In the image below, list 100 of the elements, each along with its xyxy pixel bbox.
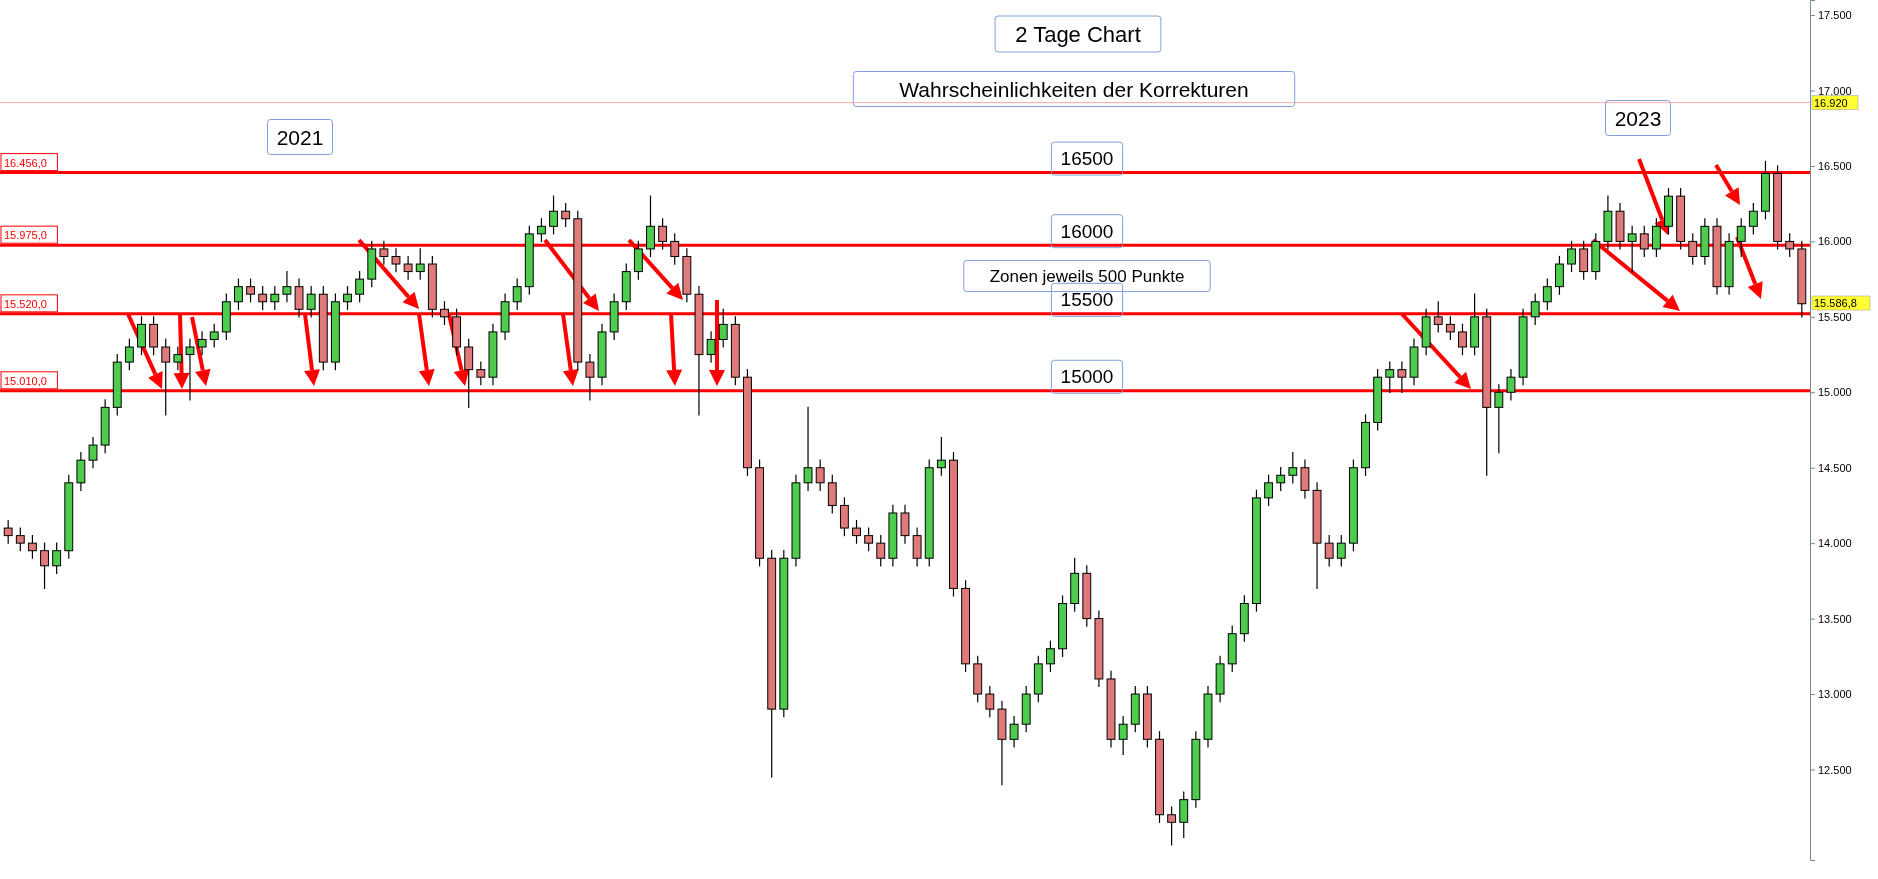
candlestick [900, 504, 910, 544]
candlestick [1397, 361, 1407, 393]
candlestick [1167, 806, 1177, 846]
candlestick [646, 195, 655, 258]
candlestick [1785, 233, 1795, 258]
candlestick [1736, 218, 1746, 258]
candlestick [294, 278, 304, 318]
candlestick [391, 248, 401, 273]
candlestick [852, 519, 861, 544]
text: Wahrscheinlichkeiten der Korrekturen [899, 77, 1249, 101]
candlestick [561, 203, 571, 227]
annotation: 2023 [1614, 106, 1662, 130]
candlestick [864, 527, 874, 552]
y-tick-label: 13.000 [1818, 688, 1852, 701]
candlestick [124, 338, 134, 371]
candlestick [1300, 459, 1310, 499]
candlestick [173, 346, 183, 371]
y-tick-label: 14.000 [1818, 537, 1852, 550]
candlestick [670, 233, 680, 265]
candlestick [403, 255, 413, 280]
y-tick-label: 15.500 [1818, 310, 1852, 323]
candlestick [1276, 467, 1286, 491]
annotation: Zonen jeweils 500 Punkte [989, 266, 1185, 286]
candlestick [512, 278, 522, 310]
candlestick [1506, 369, 1516, 401]
candlestick [803, 406, 813, 491]
candlestick [1639, 225, 1649, 258]
candlestick [1264, 474, 1274, 507]
candlestick [343, 286, 352, 310]
ref-line-label: 15.975,0 [4, 229, 47, 242]
candlestick [1651, 218, 1661, 258]
text: 15.586,8 [1814, 297, 1857, 309]
candlestick [464, 338, 474, 408]
candlestick [379, 240, 389, 265]
y-tick-label: 12.500 [1818, 763, 1852, 776]
candlestick [197, 331, 207, 356]
annotation: 16500 [1060, 148, 1114, 170]
candlestick [1179, 791, 1189, 838]
text: 2 Tage Chart [1015, 21, 1141, 47]
candlestick [355, 270, 365, 303]
candlestick [3, 519, 13, 544]
candlestick [185, 338, 195, 401]
candlestick [633, 240, 643, 280]
candlestick [258, 286, 268, 310]
candlestick [718, 308, 728, 348]
candlestick [912, 527, 922, 567]
candlestick [209, 323, 219, 348]
candlestick [270, 286, 280, 310]
candlestick [1579, 240, 1589, 280]
candlestick [15, 527, 25, 552]
candlestick [1627, 225, 1637, 273]
candlestick [1445, 316, 1455, 341]
candlestick [706, 331, 716, 363]
candlestick [40, 542, 49, 590]
candlestick [137, 316, 146, 356]
candlestick [549, 195, 558, 235]
candlestick [536, 218, 546, 242]
y-tick-label: 15.000 [1818, 386, 1852, 399]
candlestick [1494, 384, 1504, 454]
candlestick [585, 353, 595, 401]
annotation: 15500 [1060, 289, 1114, 311]
candlestick [1336, 535, 1346, 567]
ref-line-label: 15.010,0 [4, 374, 47, 387]
candlestick [1433, 301, 1443, 333]
ref-line-label: 16.456,0 [4, 156, 47, 169]
candlestick [1542, 278, 1552, 310]
candlestick [1555, 255, 1564, 295]
candlestick [1288, 452, 1298, 484]
candlestick [76, 452, 86, 491]
candlestick [161, 338, 171, 416]
candlestick [1324, 535, 1334, 567]
candlestick [440, 301, 449, 325]
candlestick [476, 361, 486, 386]
y-tick-label: 16.500 [1818, 159, 1852, 172]
candlestick [1118, 716, 1128, 755]
y-tick-label: 17.000 [1818, 84, 1852, 97]
candlestick [88, 436, 98, 469]
ref-line-label: 15.520,0 [4, 297, 47, 310]
candlestick [415, 248, 425, 280]
candlestick [839, 497, 849, 537]
candlestick [827, 474, 837, 514]
annotation: 2021 [276, 125, 324, 149]
candlestick [1385, 361, 1395, 393]
candlestick [27, 535, 37, 559]
annotation: 15000 [1060, 366, 1114, 388]
candlestick [1045, 640, 1055, 672]
candlestick [1530, 293, 1540, 325]
ref-line-label: 16.920 [1814, 96, 1848, 109]
candlestick [1567, 240, 1576, 273]
y-tick-label: 13.500 [1818, 612, 1852, 625]
y-tick-label: 14.500 [1818, 461, 1852, 474]
candlestick [52, 542, 62, 574]
candlestick [658, 218, 668, 250]
y-tick-label: 17.500 [1818, 9, 1852, 22]
candlestick [876, 535, 886, 567]
candlestick [234, 278, 243, 310]
candlestick [815, 459, 825, 491]
candlestick [306, 286, 316, 318]
candlestick [246, 278, 255, 303]
candlestick [936, 436, 946, 476]
